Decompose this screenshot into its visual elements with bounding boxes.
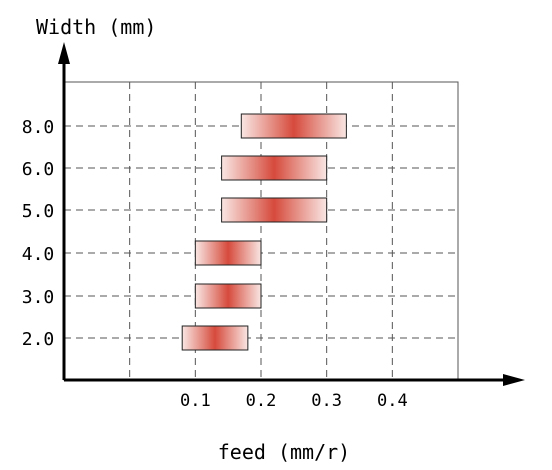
y-tick-label: 6.0 [22, 159, 55, 180]
range-bar-5-0 [221, 197, 328, 223]
range-bar-8-0 [240, 113, 347, 139]
x-axis-label: feed (mm/r) [218, 440, 350, 464]
range-bar-3-0 [194, 283, 262, 309]
x-tick-label: 0.4 [377, 391, 408, 411]
y-tick-labels: 8.0 6.0 5.0 4.0 3.0 2.0 [22, 117, 55, 350]
y-tick-label: 8.0 [22, 117, 55, 138]
range-bar-4-0 [194, 240, 262, 266]
x-axis-arrow [503, 374, 525, 386]
y-tick-label: 4.0 [22, 244, 55, 265]
range-bar-2-0 [181, 325, 249, 351]
x-tick-labels: 0.1 0.2 0.3 0.4 [180, 391, 408, 411]
x-tick-label: 0.2 [246, 391, 277, 411]
range-bar-6-0 [221, 155, 328, 181]
y-tick-label: 2.0 [22, 329, 55, 350]
y-tick-label: 5.0 [22, 201, 55, 222]
y-tick-label: 3.0 [22, 287, 55, 308]
bars [181, 113, 347, 351]
y-axis-arrow [58, 42, 70, 64]
y-axis-label: Width (mm) [36, 15, 156, 39]
x-tick-label: 0.1 [180, 391, 211, 411]
x-tick-label: 0.3 [311, 391, 342, 411]
